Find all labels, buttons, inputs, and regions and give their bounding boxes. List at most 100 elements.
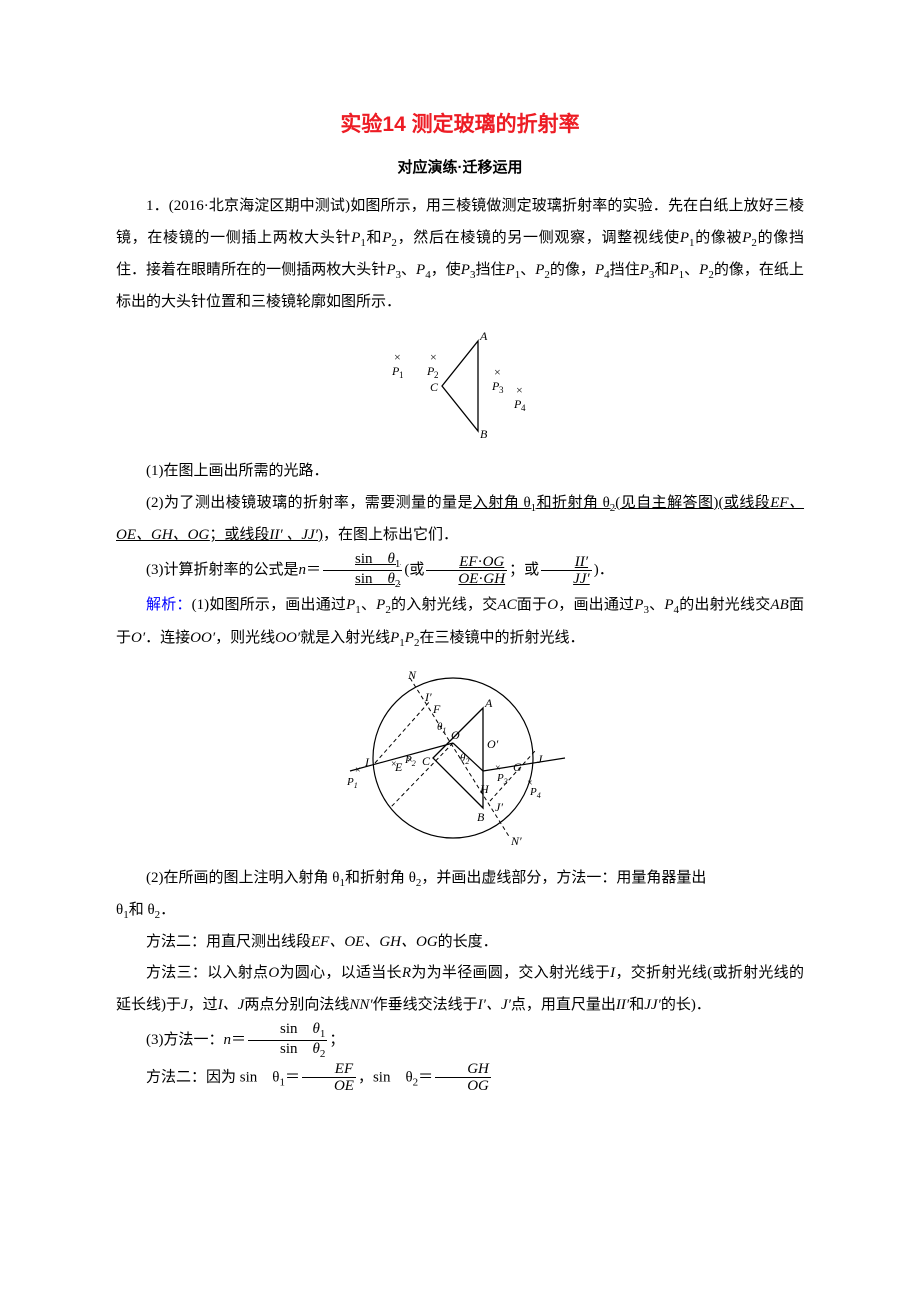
t: NN′ xyxy=(349,997,372,1013)
t: P xyxy=(390,630,399,646)
svg-text:4: 4 xyxy=(521,403,526,413)
t: J xyxy=(181,997,188,1013)
svg-text:C: C xyxy=(422,754,431,768)
t: 的出射光线交 xyxy=(679,597,770,613)
t: ＝ xyxy=(285,1069,300,1085)
subtitle: 对应演练·迁移运用 xyxy=(116,156,804,177)
t: ，然后在棱镜的另一侧观察，调整视线使 xyxy=(397,230,680,246)
svg-text:J′: J′ xyxy=(495,800,503,814)
t: 、 xyxy=(361,597,376,613)
svg-text:N: N xyxy=(407,668,417,682)
p-sym: P xyxy=(595,262,604,278)
t: 和 θ xyxy=(129,902,155,918)
t: 点，用直尺量出 xyxy=(511,997,616,1013)
t: (或线段 xyxy=(718,495,770,511)
lbl-A: A xyxy=(479,329,488,343)
svg-text:N′: N′ xyxy=(510,834,522,848)
svg-text:G: G xyxy=(513,760,522,774)
svg-text:1: 1 xyxy=(399,370,404,380)
t: 挡住 xyxy=(475,262,505,278)
svg-text:2: 2 xyxy=(434,370,439,380)
t: EF、OE、GH、OG xyxy=(311,934,438,950)
frac: sin θ1sin θ2 xyxy=(323,551,402,590)
t: JJ′ xyxy=(644,997,661,1013)
svg-text:I′: I′ xyxy=(424,690,432,704)
sol3-m1: (3)方法一：n＝sin θ1sin θ2； xyxy=(116,1021,804,1060)
svg-text:J: J xyxy=(537,752,543,766)
svg-text:θ2: θ2 xyxy=(460,752,469,766)
frac: GHOG xyxy=(435,1061,491,1095)
t: (或 xyxy=(404,562,424,578)
t: 、 xyxy=(520,262,535,278)
t: 的入射光线，交 xyxy=(391,597,498,613)
svg-text:θ1: θ1 xyxy=(437,721,446,735)
t: R xyxy=(402,965,411,981)
t: AC xyxy=(497,597,516,613)
figure-2: N N′ A B C I I′ F E O O′ J J′ G H θ1 θ2 … xyxy=(116,663,804,853)
t: ；或线段 xyxy=(209,527,269,543)
t: 的长度． xyxy=(438,934,498,950)
t: 的像被 xyxy=(695,230,743,246)
t: 和 xyxy=(654,262,669,278)
svg-text:×: × xyxy=(430,350,437,364)
q1-para: 1．(2016·北京海淀区期中测试)如图所示，用三棱镜做测定玻璃折射率的实验．先… xyxy=(116,191,804,318)
t: 、 xyxy=(684,262,699,278)
t: P xyxy=(405,630,414,646)
p-sym: P xyxy=(669,262,678,278)
svg-text:×: × xyxy=(494,365,501,379)
page: 实验14 测定玻璃的折射率 对应演练·迁移运用 1．(2016·北京海淀区期中测… xyxy=(0,0,920,1302)
svg-text:H: H xyxy=(479,782,490,796)
t: 和 xyxy=(366,230,382,246)
svg-text:×: × xyxy=(391,759,397,770)
t: I、J xyxy=(218,997,245,1013)
t: ； xyxy=(329,1032,344,1048)
solution-diagram: N N′ A B C I I′ F E O O′ J J′ G H θ1 θ2 … xyxy=(335,663,585,853)
svg-text:×: × xyxy=(355,765,361,776)
t: 方法二：用直尺测出线段 xyxy=(146,934,311,950)
frac: EF·OGOE·GH xyxy=(426,554,507,588)
pin-p1: × P1 xyxy=(391,350,404,380)
p-sym: P xyxy=(386,262,395,278)
frac: II′JJ′ xyxy=(541,554,592,588)
main-title: 实验14 测定玻璃的折射率 xyxy=(116,108,804,138)
t: (2)在所画的图上注明入射角 θ xyxy=(146,870,339,886)
t: 为为半径画圆，交入射光线于 xyxy=(411,965,610,981)
solution-1: 解析：(1)如图所示，画出通过P1、P2的入射光线，交AC面于O，画出通过P3、… xyxy=(116,590,804,654)
t: 和折射角 θ xyxy=(345,870,416,886)
figure-1: A B C × P1 × P2 × P3 × P4 xyxy=(116,326,804,446)
p-sym: P xyxy=(416,262,425,278)
t: 挡住 xyxy=(610,262,640,278)
pin-p3: × P3 xyxy=(491,365,504,395)
p3: (3)计算折射率的公式是n＝sin θ1sin θ2(或EF·OGOE·GH；或… xyxy=(116,551,804,590)
t: ．连接 xyxy=(145,630,190,646)
t: )． xyxy=(594,562,614,578)
sol2: (2)在所画的图上注明入射角 θ1和折射角 θ2，并画出虚线部分，方法一：用量角… xyxy=(116,863,804,895)
t: 方法三：以入射点 xyxy=(146,965,268,981)
method2: 方法二：用直尺测出线段EF、OE、GH、OG的长度． xyxy=(116,927,804,959)
t: 就是入射光线 xyxy=(300,630,390,646)
t: AB xyxy=(770,597,788,613)
pin-p4: × P4 xyxy=(513,383,526,413)
t: ；或 xyxy=(509,562,539,578)
sol3-m2: 方法二：因为 sin θ1＝EFOE，sin θ2＝GHOG xyxy=(116,1061,804,1095)
t: ． xyxy=(160,902,175,918)
t: 为圆心，以适当长 xyxy=(279,965,402,981)
t: ＝ xyxy=(231,1032,246,1048)
t: O xyxy=(547,597,558,613)
t: ，使 xyxy=(431,262,461,278)
t: 、 xyxy=(649,597,664,613)
t: ，在图上标出它们． xyxy=(323,527,458,543)
t: II′ xyxy=(616,997,629,1013)
t: (3)计算折射率的公式是 xyxy=(146,562,299,578)
p1: (1)在图上画出所需的光路． xyxy=(116,456,804,488)
svg-text:P1: P1 xyxy=(346,776,358,790)
t: O′ xyxy=(131,630,145,646)
p-sym: P xyxy=(699,262,708,278)
svg-text:F: F xyxy=(432,702,441,716)
pin-p2: × P2 xyxy=(426,350,439,380)
lbl-B: B xyxy=(480,427,488,441)
p-sym: P xyxy=(640,262,649,278)
svg-text:I: I xyxy=(364,755,370,769)
t: 方法二：因为 sin θ xyxy=(146,1069,279,1085)
p1-sym: P xyxy=(351,230,360,246)
